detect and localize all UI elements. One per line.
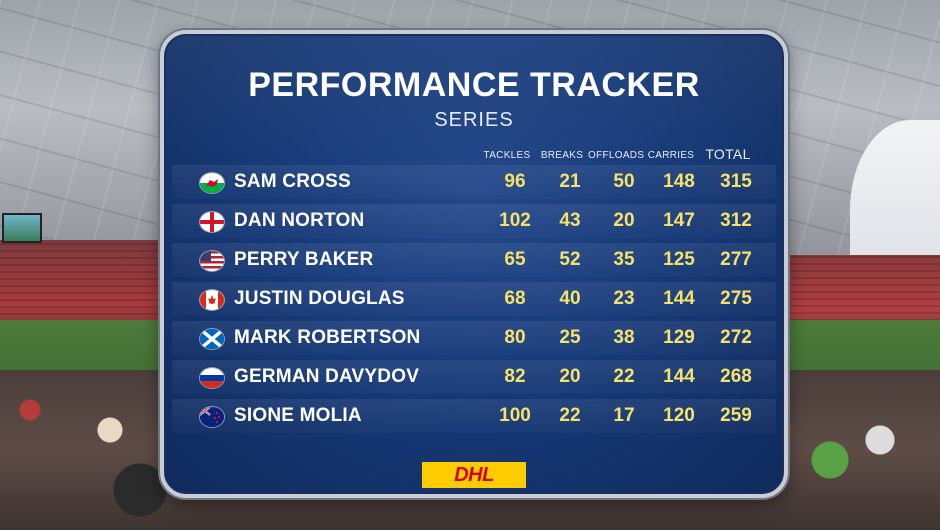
canada-flag-icon	[200, 290, 224, 310]
performance-tracker-panel: PERFORMANCE TRACKER SERIES TACKLES BREAK…	[160, 30, 788, 498]
tackles-value: 80	[504, 327, 526, 348]
player-row: JUSTIN DOUGLAS 68 40 23 144 275	[172, 282, 776, 316]
panel-title: PERFORMANCE TRACKER	[248, 66, 700, 104]
dhl-logo-text: DHL	[454, 464, 494, 486]
breaks-value: 40	[559, 288, 581, 309]
column-header-carries: CARRIES	[647, 150, 695, 161]
player-row: PERRY BAKER 65 52 35 125 277	[172, 243, 776, 277]
scotland-flag-icon	[200, 329, 224, 349]
column-header-tackles: TACKLES	[483, 150, 531, 161]
total-value: 312	[720, 210, 752, 231]
wales-flag-icon	[200, 173, 224, 193]
breaks-value: 52	[559, 249, 581, 270]
new-zealand-flag-icon	[200, 407, 224, 427]
tackles-value: 82	[504, 366, 526, 387]
breaks-value: 21	[559, 171, 581, 192]
breaks-value: 25	[559, 327, 581, 348]
total-value: 259	[720, 405, 752, 426]
player-row: DAN NORTON 102 43 20 147 312	[172, 204, 776, 238]
total-value: 272	[720, 327, 752, 348]
panel-subtitle: SERIES	[434, 109, 514, 131]
offloads-value: 22	[613, 366, 635, 387]
carries-value: 120	[663, 405, 695, 426]
russia-flag-icon	[200, 368, 224, 388]
carries-value: 147	[663, 210, 695, 231]
england-flag-icon	[200, 212, 224, 232]
offloads-value: 20	[613, 210, 635, 231]
player-name: PERRY BAKER	[234, 249, 374, 270]
column-header-total: TOTAL	[705, 146, 751, 162]
player-name: SAM CROSS	[234, 171, 351, 192]
offloads-value: 17	[613, 405, 635, 426]
player-row: GERMAN DAVYDOV 82 20 22 144 268	[172, 360, 776, 394]
player-name: JUSTIN DOUGLAS	[234, 288, 405, 309]
player-name: MARK ROBERTSON	[234, 327, 421, 348]
total-value: 277	[720, 249, 752, 270]
tackles-value: 102	[499, 210, 531, 231]
carries-value: 144	[663, 288, 695, 309]
breaks-value: 43	[559, 210, 581, 231]
offloads-value: 35	[613, 249, 635, 270]
stadium-screen	[2, 213, 42, 243]
dhl-logo: DHL	[422, 462, 526, 488]
player-row: SAM CROSS 96 21 50 148 315	[172, 165, 776, 199]
player-row: MARK ROBERTSON 80 25 38 129 272	[172, 321, 776, 355]
total-value: 275	[720, 288, 752, 309]
tackles-value: 68	[504, 288, 526, 309]
breaks-value: 20	[559, 366, 581, 387]
carries-value: 148	[663, 171, 695, 192]
dhl-logo-stripes	[422, 462, 526, 488]
total-value: 315	[720, 171, 752, 192]
total-value: 268	[720, 366, 752, 387]
column-header-breaks: BREAKS	[540, 150, 584, 161]
player-name: DAN NORTON	[234, 210, 365, 231]
offloads-value: 23	[613, 288, 635, 309]
column-header-offloads: OFFLOADS	[588, 150, 645, 161]
tackles-value: 96	[504, 171, 526, 192]
offloads-value: 50	[613, 171, 635, 192]
tackles-value: 65	[504, 249, 526, 270]
player-name: SIONE MOLIA	[234, 405, 362, 426]
player-name: GERMAN DAVYDOV	[234, 366, 420, 387]
offloads-value: 38	[613, 327, 635, 348]
player-row: SIONE MOLIA 100 22 17 120 259	[172, 399, 776, 433]
carries-value: 125	[663, 249, 695, 270]
carries-value: 144	[663, 366, 695, 387]
carries-value: 129	[663, 327, 695, 348]
usa-flag-icon	[200, 251, 224, 271]
breaks-value: 22	[559, 405, 581, 426]
tackles-value: 100	[499, 405, 531, 426]
